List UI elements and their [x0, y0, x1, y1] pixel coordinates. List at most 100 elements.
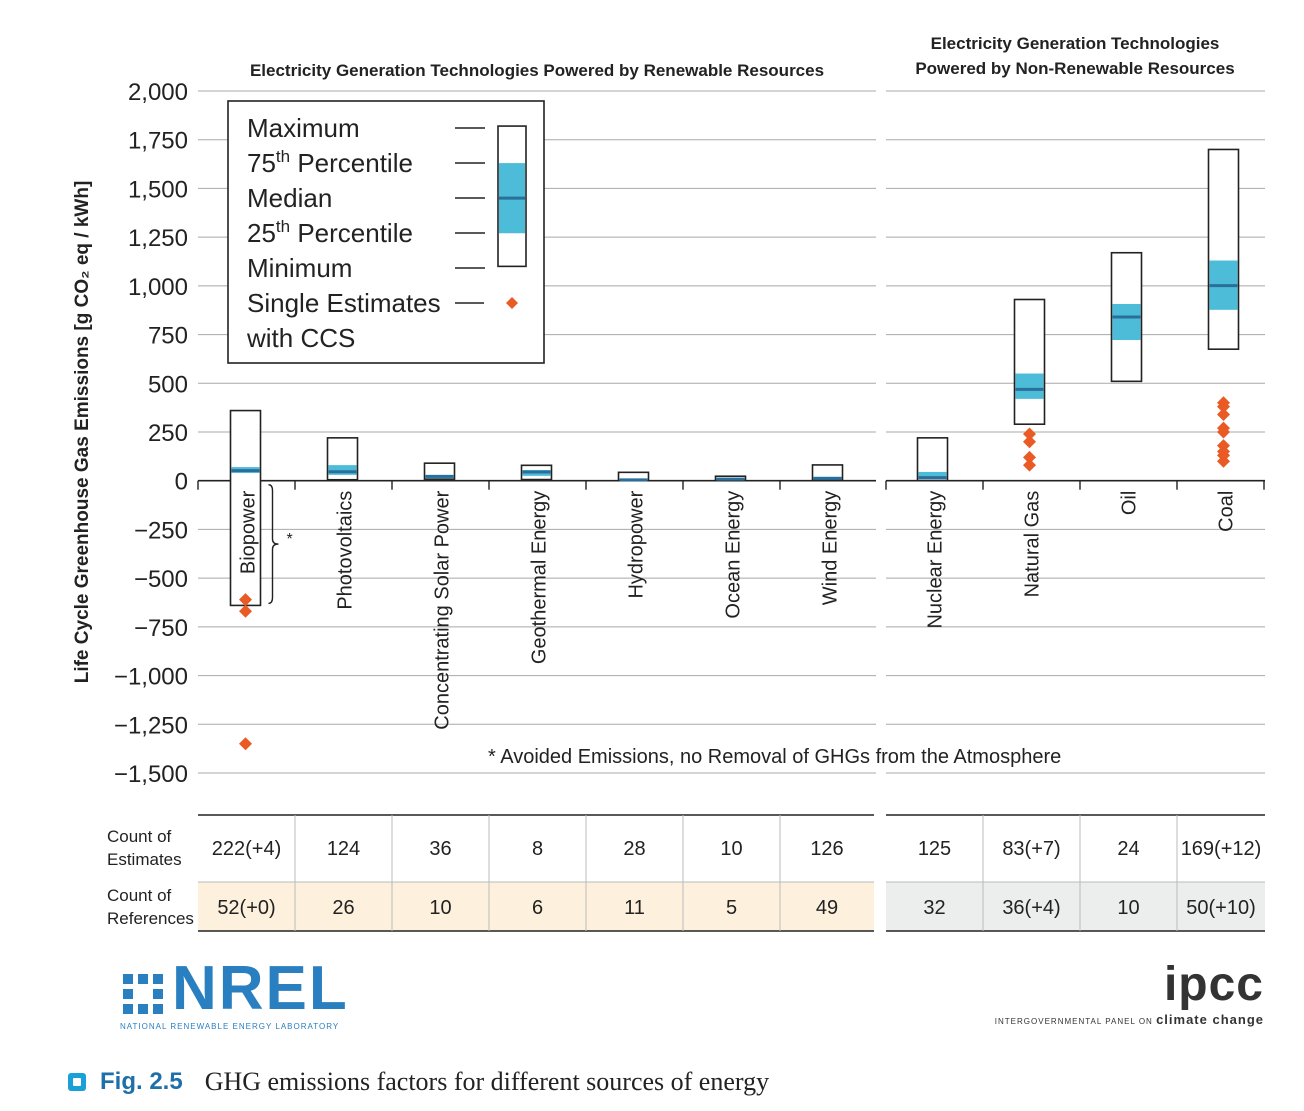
- y-tick-label: −1,000: [114, 664, 188, 691]
- category-label: Hydropower: [626, 490, 648, 598]
- y-tick-label: 250: [148, 420, 188, 447]
- range-box: [229, 409, 262, 607]
- references-count-cell: 49: [816, 897, 838, 919]
- category-label: Coal: [1216, 491, 1238, 532]
- estimates-count-cell: 83(+7): [1002, 838, 1060, 860]
- category-label: Ocean Energy: [723, 491, 745, 619]
- group-title-nonrenewable-line1: Electricity Generation Technologies: [931, 34, 1220, 53]
- iqr-box: [1015, 373, 1044, 399]
- references-count-cell: 52(+0): [217, 897, 275, 919]
- estimates-count-cell: 126: [810, 838, 843, 860]
- ccs-estimate-marker: [239, 737, 252, 751]
- estimates-count-cell: 24: [1117, 838, 1139, 860]
- nrel-subtitle: NATIONAL RENEWABLE ENERGY LABORATORY: [120, 1022, 340, 1031]
- y-tick-label: −250: [134, 517, 188, 544]
- references-count-cell: 5: [726, 897, 737, 919]
- ipcc-subtitle-right: climate change: [1156, 1012, 1264, 1027]
- category-label: Biopower: [238, 490, 260, 574]
- references-row-bg-nonrenewable: [886, 882, 1265, 931]
- avoided-emissions-bracket: [268, 484, 279, 605]
- estimates-count-cell: 8: [532, 838, 543, 860]
- estimates-count-cell: 169(+12): [1181, 838, 1262, 860]
- estimates-count-cell: 28: [623, 838, 645, 860]
- references-count-cell: 6: [532, 897, 543, 919]
- references-count-cell: 36(+4): [1002, 897, 1060, 919]
- references-count-cell: 10: [1117, 897, 1139, 919]
- category-label: Oil: [1119, 491, 1141, 515]
- range-box: [811, 464, 844, 482]
- legend-label: Maximum: [247, 113, 360, 143]
- legend-label: Median: [247, 183, 332, 213]
- estimates-count-cell: 10: [720, 838, 742, 860]
- y-tick-label: 0: [175, 469, 188, 496]
- ccs-estimate-marker: [1023, 450, 1036, 464]
- figure-caption: Fig. 2.5 GHG emissions factors for diffe…: [68, 1062, 769, 1102]
- category-label: Geothermal Energy: [529, 491, 551, 664]
- nrel-wordmark: NREL: [172, 954, 349, 1023]
- references-count-cell: 11: [624, 897, 645, 919]
- iqr-box: [328, 465, 357, 475]
- estimates-count-cell: 222(+4): [212, 838, 282, 860]
- estimates-row-label-line1: Count of: [107, 827, 172, 846]
- estimates-count-cell: 125: [918, 838, 951, 860]
- avoided-emissions-note: * Avoided Emissions, no Removal of GHGs …: [488, 746, 1061, 768]
- ccs-estimate-marker: [1217, 454, 1230, 468]
- caption-bullet-icon: [68, 1073, 86, 1091]
- bracket-asterisk: *: [287, 531, 293, 548]
- ipcc-subtitle: INTERGOVERNMENTAL PANEL ON climate chang…: [995, 1012, 1264, 1027]
- category-label: Photovoltaics: [335, 491, 357, 610]
- category-label: Wind Energy: [820, 491, 842, 606]
- y-tick-label: 1,250: [128, 225, 188, 252]
- references-count-cell: 26: [332, 897, 354, 919]
- ccs-estimate-marker: [239, 604, 252, 618]
- legend-label: Minimum: [247, 253, 352, 283]
- group-title-renewable: Electricity Generation Technologies Powe…: [250, 61, 824, 80]
- caption-label: Fig. 2.5: [100, 1068, 183, 1095]
- ipcc-subtitle-left: INTERGOVERNMENTAL PANEL ON: [994, 1017, 1153, 1026]
- y-tick-label: 1,750: [128, 128, 188, 155]
- references-row-bg-renewable: [198, 882, 874, 931]
- references-row-label-line2: References: [107, 909, 194, 928]
- caption-text: GHG emissions factors for different sour…: [204, 1067, 770, 1096]
- estimates-count-cell: 36: [429, 838, 451, 860]
- estimates-row-label-line2: Estimates: [107, 850, 182, 869]
- references-row-label-line1: Count of: [107, 886, 172, 905]
- y-tick-label: −1,250: [114, 712, 188, 739]
- references-count-cell: 10: [429, 897, 451, 919]
- y-tick-label: −1,500: [114, 761, 188, 788]
- category-label: Concentrating Solar Power: [432, 490, 454, 729]
- references-count-cell: 50(+10): [1186, 897, 1256, 919]
- ghg-emissions-chart: 2,000 1,750 1,500 1,250 1,000 750 500 250 0 −250 −…: [72, 34, 1265, 932]
- group-title-nonrenewable-line2: Powered by Non-Renewable Resources: [915, 59, 1234, 78]
- category-label: Nuclear Energy: [925, 491, 947, 629]
- y-tick-label: 2,000: [128, 79, 188, 106]
- legend-label: 25th Percentile: [247, 217, 413, 248]
- legend-label: 75th Percentile: [247, 147, 413, 178]
- legend-label: with CCS: [246, 323, 355, 353]
- y-tick-label: 1,000: [128, 274, 188, 301]
- ccs-estimate-marker: [1023, 458, 1036, 472]
- y-tick-label: 750: [148, 323, 188, 350]
- ccs-estimate-marker: [1217, 425, 1230, 439]
- y-tick-label: 500: [148, 371, 188, 398]
- y-axis-label: Life Cycle Greenhouse Gas Emissions [g C…: [72, 181, 93, 684]
- ccs-estimate-marker: [1217, 400, 1230, 414]
- estimates-count-cell: 124: [327, 838, 360, 860]
- legend-box: [227, 100, 545, 364]
- ccs-estimate-marker: [239, 593, 252, 607]
- y-tick-label: −500: [134, 566, 188, 593]
- y-tick-label: −750: [134, 615, 188, 642]
- ipcc-logo: ipcc INTERGOVERNMENTAL PANEL ON climate …: [995, 958, 1264, 1027]
- category-label: Natural Gas: [1022, 491, 1044, 598]
- range-box: [1013, 298, 1046, 426]
- legend-label: Single Estimates: [247, 288, 441, 318]
- legend-ccs-marker: [506, 297, 518, 309]
- nrel-sun-icon: [120, 966, 166, 1014]
- ccs-estimate-marker: [1023, 435, 1036, 449]
- iqr-box: [918, 471, 947, 480]
- y-tick-label: 1,500: [128, 176, 188, 203]
- ccs-estimate-marker: [1023, 427, 1036, 441]
- range-box: [1207, 148, 1240, 350]
- nrel-logo: NREL NATIONAL RENEWABLE ENERGY LABORATOR…: [120, 954, 349, 1032]
- iqr-box: [1112, 303, 1141, 341]
